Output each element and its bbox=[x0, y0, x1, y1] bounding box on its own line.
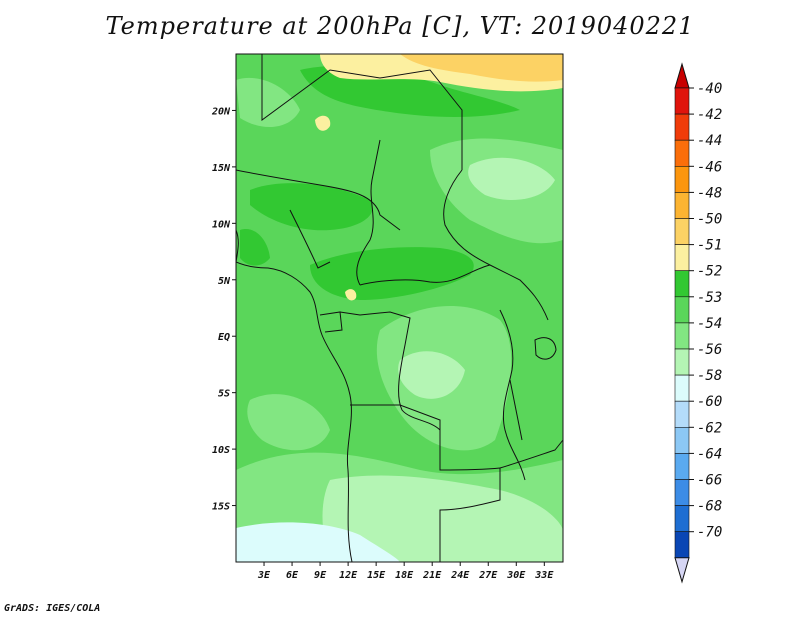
border-chad bbox=[356, 139, 381, 286]
border-gabon bbox=[319, 311, 343, 333]
field-dark-region-central bbox=[310, 247, 474, 300]
colorbar-segment bbox=[674, 505, 690, 533]
lat-tick-label: 15N bbox=[212, 163, 231, 174]
lon-tick-label: 3E bbox=[257, 570, 271, 581]
colorbar-label: -40 bbox=[697, 81, 722, 97]
colorbar-label: -54 bbox=[697, 316, 722, 332]
lat-tick-label: 10S bbox=[212, 445, 230, 456]
lon-tick-label: 27E bbox=[478, 570, 498, 581]
lat-tick-label: 15S bbox=[212, 502, 230, 513]
map-frame bbox=[235, 53, 564, 563]
colorbar-segment bbox=[674, 400, 690, 428]
field-dark-region-coast bbox=[240, 229, 270, 266]
colorbar-bottom-cap bbox=[674, 557, 690, 584]
colorbar-segment bbox=[674, 113, 690, 141]
colorbar-label: -50 bbox=[697, 212, 722, 228]
field-light-region-nw bbox=[236, 77, 300, 128]
colorbar-segment bbox=[674, 322, 690, 350]
field-dark-region-westafrica bbox=[250, 183, 373, 231]
colorbar: -40 -42 -44 -46 -48 -50 -51 -52 -53 -54 -56 -58 -60 -… bbox=[674, 62, 722, 584]
lat-tick-label: EQ bbox=[218, 332, 230, 343]
field-pale-region-east bbox=[468, 157, 555, 200]
colorbar-segment bbox=[674, 348, 690, 376]
border-car bbox=[359, 264, 491, 286]
colorbar-segment bbox=[674, 426, 690, 454]
temperature-field bbox=[236, 54, 563, 562]
border-zambia bbox=[499, 439, 563, 469]
lon-tick-label: 6E bbox=[286, 570, 299, 581]
border-angola bbox=[350, 404, 501, 562]
lat-tick-label: 10N bbox=[212, 219, 231, 230]
colorbar-segment bbox=[674, 270, 690, 298]
colorbar-segment bbox=[674, 374, 690, 402]
colorbar-label: -70 bbox=[697, 525, 722, 541]
latitude-axis: 20N 15N 10N 5N EQ 5S 10S 15S bbox=[211, 106, 236, 513]
border-sahara-1 bbox=[261, 54, 463, 170]
map-title: Temperature at 200hPa [C], VT: 201904022… bbox=[105, 12, 695, 40]
colorbar-label: -48 bbox=[697, 185, 722, 201]
border-sudan bbox=[443, 169, 549, 321]
lon-tick-label: 9E bbox=[314, 570, 327, 581]
country-borders bbox=[236, 54, 563, 562]
border-nigeria bbox=[289, 209, 331, 269]
border-congo bbox=[339, 311, 441, 431]
lon-tick-label: 30E bbox=[506, 570, 526, 581]
colorbar-label: -44 bbox=[697, 133, 722, 149]
lon-tick-label: 24E bbox=[450, 570, 470, 581]
lat-tick-label: 5N bbox=[218, 276, 231, 287]
colorbar-segment bbox=[674, 531, 690, 559]
lon-tick-label: 12E bbox=[339, 570, 358, 581]
lake-victoria bbox=[534, 337, 557, 360]
colorbar-label: -66 bbox=[697, 473, 722, 489]
colorbar-segment bbox=[674, 453, 690, 480]
lat-tick-label: 5S bbox=[218, 389, 230, 400]
colorbar-label: -68 bbox=[697, 499, 722, 515]
colorbar-segment bbox=[674, 218, 690, 245]
colorbar-segment bbox=[674, 244, 690, 272]
field-warm-band-core bbox=[400, 54, 563, 82]
colorbar-segment bbox=[674, 192, 690, 219]
colorbar-label: -56 bbox=[697, 342, 722, 358]
colorbar-segment bbox=[674, 87, 690, 115]
colorbar-label: -42 bbox=[697, 107, 722, 123]
colorbar-segment bbox=[674, 139, 690, 167]
lon-tick-label: 33E bbox=[534, 570, 554, 581]
coastline-west bbox=[236, 261, 353, 562]
colorbar-label: -62 bbox=[697, 420, 722, 436]
lat-tick-label: 20N bbox=[211, 106, 231, 117]
lake-tanganyika bbox=[509, 379, 523, 441]
colorbar-segment bbox=[674, 479, 690, 506]
border-sahara-2 bbox=[236, 169, 401, 231]
colorbar-segment bbox=[674, 166, 690, 193]
field-warm-spot bbox=[315, 115, 331, 131]
lon-tick-label: 18E bbox=[395, 570, 414, 581]
credit-text: GrADS: IGES/COLA bbox=[4, 603, 101, 614]
field-warm-spot-2 bbox=[345, 289, 357, 301]
colorbar-label: -64 bbox=[697, 446, 722, 462]
field-pale-region-south bbox=[322, 475, 563, 562]
colorbar-label: -52 bbox=[697, 264, 722, 280]
colorbar-label: -51 bbox=[697, 238, 722, 254]
colorbar-label: -60 bbox=[697, 394, 722, 410]
longitude-axis: 3E 6E 9E 12E 15E 18E 21E 24E 27E 30E 33E bbox=[257, 562, 554, 581]
colorbar-label: -46 bbox=[697, 159, 722, 175]
field-light-region-atlantic bbox=[247, 394, 330, 451]
lon-tick-label: 15E bbox=[367, 570, 386, 581]
colorbar-segment bbox=[674, 296, 690, 324]
lon-tick-label: 21E bbox=[422, 570, 442, 581]
field-pale-region-congo bbox=[398, 351, 465, 399]
colorbar-label: -53 bbox=[697, 290, 722, 306]
colorbar-top-cap bbox=[674, 62, 690, 89]
field-cool-band bbox=[236, 522, 400, 562]
border-drc-east bbox=[499, 309, 526, 481]
colorbar-label: -58 bbox=[697, 368, 722, 384]
